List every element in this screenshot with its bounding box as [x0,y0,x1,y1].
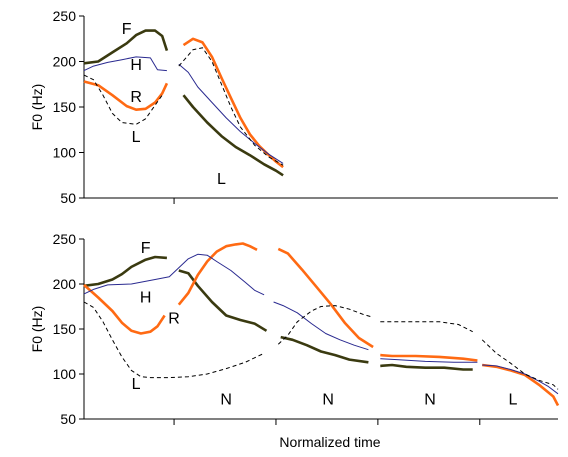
series-3-line [83,301,265,379]
y-tick-label: 150 [53,321,77,337]
y-tick-label: 250 [53,231,77,247]
series-2-line [83,56,167,72]
segment-label: H [130,57,142,74]
segment-label: L [217,171,226,188]
segment-label: L [132,376,141,393]
y-tick-label: 100 [53,145,77,161]
y-tick-label: 150 [53,99,77,115]
series-2-line [273,301,369,351]
segment-label: F [141,240,151,257]
y-tick-label: 50 [60,190,76,206]
segment-label: R [130,89,142,106]
segment-label: N [424,391,436,408]
series-2-line [83,253,265,296]
y-axis-label: F0 (Hz) [29,306,45,353]
y-tick-label: 200 [53,276,77,292]
series-3-line [481,339,559,390]
segment-label: F [122,21,132,38]
series-3-line [178,47,284,166]
series-0-line [83,255,167,288]
segment-label: N [322,391,334,408]
series-1-line [83,283,166,335]
y-tick-label: 50 [60,411,76,427]
x-axis-label: Normalized time [279,434,380,450]
series-2-line [482,364,559,395]
y-tick-label: 100 [53,366,77,382]
segment-label: H [140,290,152,307]
series-0-line [380,363,473,371]
series-1-line [277,247,374,349]
series-2-line [380,358,478,363]
top-chart: 50 100 150 200 250 F0 (Hz) F HR L L [29,8,558,206]
y-tick-label: 200 [53,54,77,70]
series-1-line [83,80,169,111]
segment-label: N [220,391,232,408]
series-3-line [380,321,473,333]
y-axis-label: F0 (Hz) [29,84,45,131]
y-tick-label: 250 [53,8,77,24]
series-1-line [182,37,284,169]
series-0-line [182,94,284,177]
segment-label: R [168,310,180,327]
series-1-line [177,242,258,306]
series-0-line [280,335,369,364]
series-3-line [277,305,374,345]
series-1-line [482,363,560,407]
series-0-line [83,29,169,65]
segment-label: L [509,391,518,408]
bottom-chart: 50 100 150 200 250 F0 (Hz) F HR L N N N L [29,231,560,427]
segment-label: L [132,129,141,146]
series-0-line [178,269,268,332]
series-1-line [380,353,478,362]
series-3-line [83,74,163,125]
series-2-line [178,63,284,164]
